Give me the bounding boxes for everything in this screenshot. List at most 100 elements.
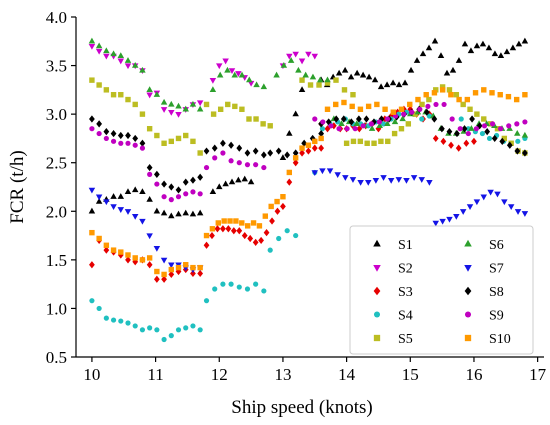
- data-point-s7: [334, 172, 341, 178]
- data-point-s1: [455, 57, 463, 63]
- x-tick-label: 14: [338, 365, 356, 384]
- data-point-s10: [110, 247, 117, 253]
- data-point-s5: [341, 87, 348, 93]
- data-point-s4: [154, 327, 160, 333]
- data-point-s10: [341, 99, 347, 106]
- data-point-s6: [324, 76, 331, 83]
- legend-label: S1: [398, 238, 413, 253]
- data-point-s1: [515, 40, 523, 47]
- data-point-s9: [384, 116, 391, 122]
- data-point-s6: [309, 73, 317, 80]
- data-point-s5: [391, 130, 398, 137]
- data-point-s2: [311, 53, 319, 60]
- data-point-s10: [456, 96, 462, 103]
- data-point-s6: [117, 52, 125, 59]
- data-point-s2: [103, 53, 110, 60]
- data-point-s7: [453, 213, 460, 220]
- data-point-s1: [425, 44, 433, 51]
- data-point-s9: [228, 158, 234, 164]
- data-point-s5: [232, 103, 238, 110]
- data-point-s1: [222, 180, 229, 187]
- data-point-s10: [489, 90, 495, 96]
- data-point-s5: [481, 116, 487, 122]
- data-point-s10: [203, 232, 210, 239]
- data-point-s10: [390, 109, 397, 115]
- data-point-s1: [371, 76, 379, 83]
- data-point-s8: [446, 128, 453, 136]
- data-point-s9: [89, 126, 95, 132]
- x-tick-label: 10: [83, 365, 100, 384]
- data-point-s6: [124, 57, 132, 63]
- data-point-s8: [125, 131, 131, 140]
- data-point-s2: [117, 58, 125, 65]
- data-point-s1: [182, 209, 189, 216]
- data-point-s1: [160, 209, 168, 216]
- data-point-s9: [352, 126, 358, 132]
- data-point-s6: [175, 102, 182, 109]
- data-point-s10: [239, 220, 245, 226]
- data-point-s10: [175, 264, 182, 271]
- data-point-s10: [481, 87, 487, 93]
- data-point-s1: [335, 69, 343, 76]
- data-point-s6: [338, 120, 345, 127]
- data-point-s9: [344, 126, 350, 132]
- data-point-s7: [459, 209, 467, 215]
- data-point-s2: [124, 63, 132, 70]
- data-point-s4: [89, 298, 95, 304]
- data-point-s5: [110, 92, 117, 98]
- data-point-s1: [168, 212, 175, 219]
- data-point-s10: [464, 96, 471, 103]
- data-point-s9: [203, 164, 210, 171]
- data-point-s10: [274, 198, 280, 205]
- data-point-s8: [378, 115, 385, 123]
- data-point-s5: [154, 132, 160, 139]
- data-point-s1: [401, 79, 409, 86]
- data-point-s5: [132, 101, 138, 108]
- data-point-s6: [368, 125, 376, 131]
- data-point-s2: [95, 48, 103, 55]
- data-point-s10: [324, 106, 331, 112]
- data-point-s4: [161, 336, 167, 343]
- data-point-s7: [160, 257, 168, 264]
- data-point-s10: [197, 264, 203, 271]
- data-point-s8: [454, 129, 460, 138]
- data-point-s6: [414, 108, 422, 115]
- data-point-s9: [376, 119, 383, 125]
- data-point-s9: [360, 123, 366, 129]
- data-point-s1: [298, 86, 306, 93]
- data-point-s10: [89, 229, 95, 236]
- data-point-s5: [398, 126, 405, 132]
- legend-marker-s2: [373, 264, 381, 272]
- y-tick-label: 0.5: [46, 348, 67, 367]
- data-point-s5: [175, 135, 182, 142]
- data-point-s9: [125, 140, 131, 146]
- data-point-s3: [463, 139, 470, 147]
- series-s8: [89, 105, 528, 194]
- data-point-s10: [268, 203, 274, 210]
- data-point-s7: [326, 168, 334, 175]
- data-point-s4: [228, 281, 234, 287]
- data-point-s8: [161, 180, 167, 188]
- series-s5: [89, 77, 528, 156]
- data-point-s8: [252, 147, 259, 155]
- data-point-s3: [168, 270, 175, 279]
- data-point-s9: [236, 160, 242, 166]
- data-point-s10: [382, 106, 388, 112]
- data-point-s3: [432, 134, 439, 143]
- data-point-s4: [220, 281, 226, 287]
- legend-marker-s10: [464, 334, 472, 342]
- data-point-s1: [443, 69, 451, 76]
- data-point-s8: [423, 108, 430, 116]
- data-point-s3: [292, 159, 299, 167]
- data-point-s2: [209, 77, 217, 84]
- data-point-s2: [222, 58, 229, 65]
- data-point-s3: [230, 227, 237, 235]
- data-point-s2: [235, 71, 242, 77]
- data-point-s9: [498, 126, 504, 132]
- data-point-s6: [514, 129, 521, 136]
- data-point-s8: [439, 125, 445, 133]
- data-point-s8: [197, 173, 204, 181]
- data-point-s7: [514, 209, 522, 215]
- data-point-s8: [244, 149, 251, 157]
- data-point-s7: [487, 189, 494, 196]
